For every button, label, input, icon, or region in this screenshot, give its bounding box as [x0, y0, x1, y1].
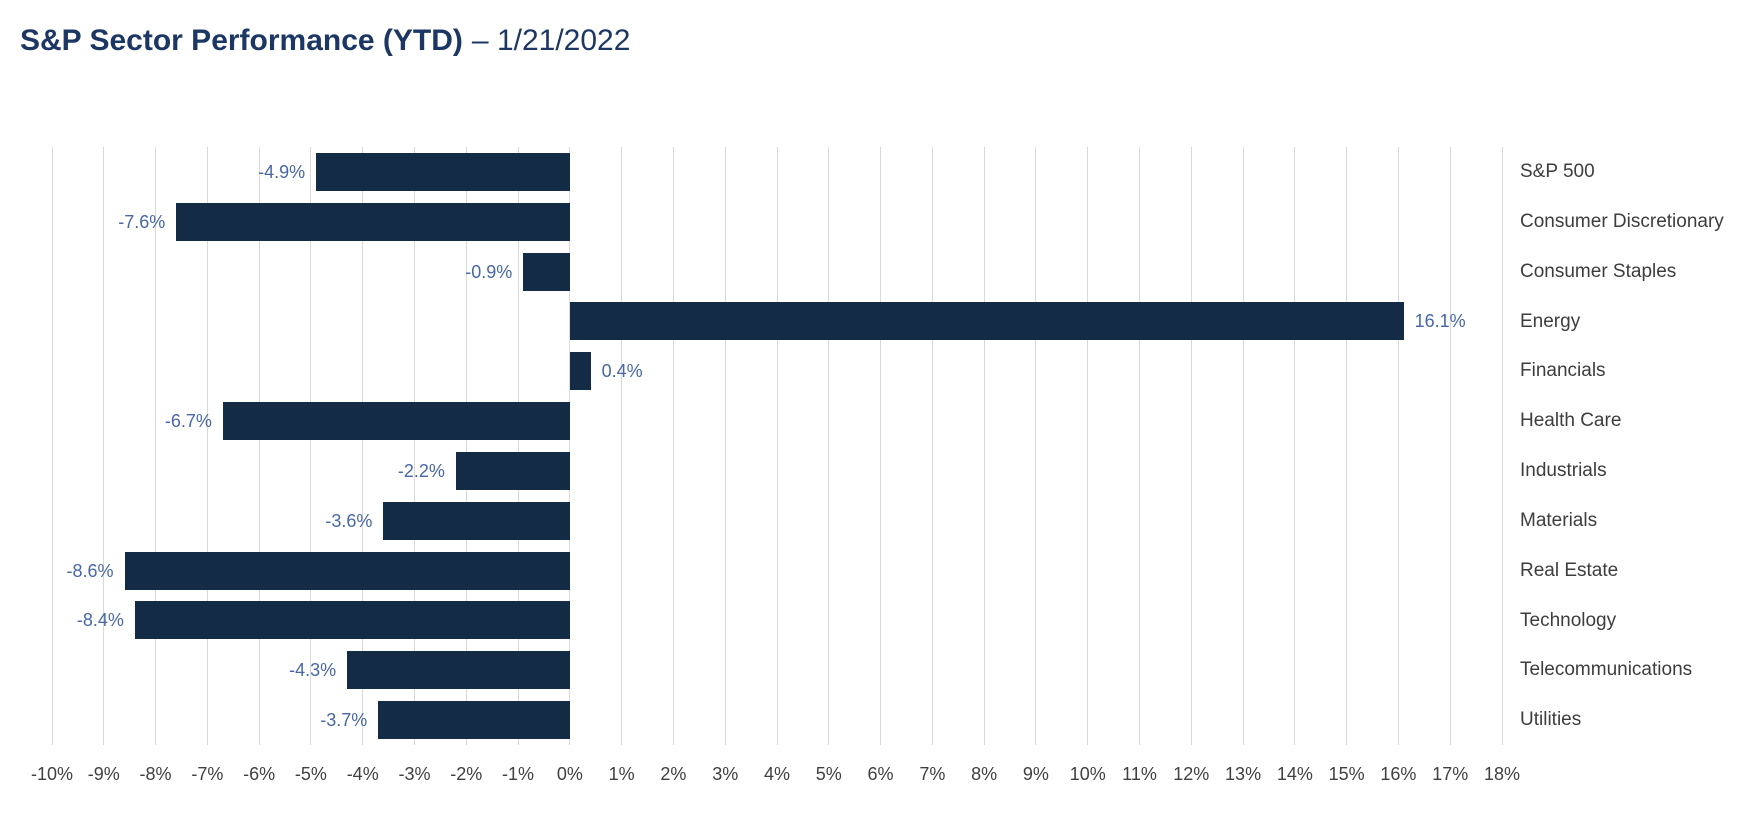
value-label-materials: -3.6%	[325, 510, 373, 531]
category-label-materials: Materials	[1520, 509, 1598, 531]
value-label-health-care: -6.7%	[164, 411, 212, 432]
x-axis-tick-label-5%: 5%	[815, 764, 842, 784]
category-label-health-care: Health Care	[1520, 410, 1622, 432]
gridline--1%	[517, 147, 519, 745]
x-axis-tick-label-0%: 0%	[556, 764, 583, 784]
gridline-7%	[931, 147, 933, 745]
gridline-2%	[672, 147, 674, 745]
value-label-consumer-discretionary: -7.6%	[118, 211, 166, 232]
category-label-real-estate: Real Estate	[1520, 559, 1619, 581]
value-label-financials: 0.4%	[601, 361, 643, 382]
gridline-14%	[1294, 147, 1296, 745]
category-label-energy: Energy	[1520, 310, 1581, 332]
gridline-5%	[828, 147, 830, 745]
x-axis-tick-label-13%: 13%	[1225, 764, 1262, 784]
gridline-18%	[1501, 147, 1503, 745]
x-axis-tick-label--7%: -7%	[191, 764, 224, 784]
gridline-11%	[1139, 147, 1140, 745]
page-title: S&P Sector Performance (YTD) – 1/21/2022	[20, 24, 630, 58]
gridline-0%	[569, 147, 571, 745]
gridline--6%	[258, 147, 260, 745]
x-axis-tick-label-10%: 10%	[1069, 764, 1106, 784]
value-label-real-estate: -8.6%	[66, 560, 114, 581]
value-label-s-p-500: -4.9%	[258, 161, 306, 182]
gridline-17%	[1449, 147, 1451, 745]
gridline--7%	[206, 147, 208, 745]
bar-energy	[569, 302, 1404, 341]
bar-industrials	[455, 451, 570, 490]
gridline-15%	[1346, 147, 1348, 745]
x-axis-tick-label-15%: 15%	[1328, 764, 1365, 784]
x-axis-tick-label-3%: 3%	[712, 764, 739, 784]
x-axis-tick-label--2%: -2%	[450, 764, 483, 784]
bar-materials	[383, 501, 570, 540]
x-axis-tick-label-8%: 8%	[971, 764, 998, 784]
x-axis-tick-label-18%: 18%	[1483, 764, 1521, 784]
x-axis-tick-label--10%: -10%	[30, 764, 74, 784]
gridline-12%	[1190, 147, 1192, 745]
x-axis-tick-label--6%: -6%	[243, 764, 276, 784]
gridline--10%	[51, 147, 53, 745]
gridline-10%	[1087, 147, 1089, 745]
value-label-industrials: -2.2%	[397, 460, 445, 481]
value-label-energy: 16.1%	[1414, 311, 1466, 332]
page-title-main: S&P Sector Performance (YTD)	[20, 24, 463, 57]
value-label-telecommunications: -4.3%	[289, 660, 337, 681]
gridline-9%	[1035, 147, 1037, 745]
bar-telecommunications	[347, 651, 570, 690]
bar-financials	[569, 352, 591, 391]
category-label-telecommunications: Telecommunications	[1520, 659, 1693, 681]
x-axis-tick-label-17%: 17%	[1432, 764, 1469, 784]
gridline--4%	[362, 147, 364, 745]
bar-s-p-500	[316, 152, 570, 191]
value-label-technology: -8.4%	[76, 610, 124, 631]
x-axis-tick-label-12%: 12%	[1173, 764, 1210, 784]
x-axis-tick-label-16%: 16%	[1380, 764, 1417, 784]
x-axis-tick-label-6%: 6%	[867, 764, 894, 784]
x-axis-tick-label-2%: 2%	[660, 764, 687, 784]
x-axis-tick-label--8%: -8%	[139, 764, 172, 784]
gridline--9%	[103, 147, 105, 745]
gridline--5%	[310, 147, 312, 745]
category-label-financials: Financials	[1520, 360, 1606, 382]
bar-consumer-staples	[523, 252, 570, 291]
gridline-16%	[1397, 147, 1399, 745]
x-axis-tick-label--1%: -1%	[502, 764, 535, 784]
x-axis-tick-label--5%: -5%	[294, 764, 327, 784]
x-axis-tick-label-4%: 4%	[763, 764, 790, 784]
x-axis-tick-label-7%: 7%	[919, 764, 946, 784]
x-axis-tick-label-9%: 9%	[1022, 764, 1049, 784]
category-label-industrials: Industrials	[1520, 460, 1607, 481]
bar-real-estate	[124, 551, 570, 590]
gridline-13%	[1242, 147, 1244, 745]
bar-utilities	[378, 701, 570, 740]
x-axis-tick-label-11%: 11%	[1122, 764, 1157, 784]
gridline-8%	[983, 147, 985, 745]
gridline--2%	[465, 147, 467, 745]
bar-technology	[134, 601, 570, 640]
bar-health-care	[222, 402, 570, 441]
x-axis-tick-label-14%: 14%	[1276, 764, 1313, 784]
value-label-utilities: -3.7%	[320, 710, 368, 731]
gridline-4%	[776, 147, 778, 745]
category-label-consumer-discretionary: Consumer Discretionary	[1520, 210, 1724, 232]
page-title-date: – 1/21/2022	[471, 24, 631, 57]
category-label-technology: Technology	[1520, 609, 1617, 631]
bar-consumer-discretionary	[176, 202, 570, 241]
value-label-consumer-staples: -0.9%	[465, 261, 513, 282]
category-label-s-p-500: S&P 500	[1520, 161, 1595, 182]
gridline--3%	[414, 147, 415, 745]
gridline-6%	[880, 147, 882, 745]
gridline-3%	[724, 147, 726, 745]
x-axis-tick-label--9%: -9%	[87, 764, 120, 784]
x-axis-tick-label--3%: -3%	[398, 764, 431, 784]
x-axis-tick-label--4%: -4%	[346, 764, 379, 784]
gridline--8%	[155, 147, 157, 745]
x-axis-tick-label-1%: 1%	[608, 764, 635, 784]
gridline-1%	[621, 147, 623, 745]
category-label-consumer-staples: Consumer Staples	[1520, 260, 1677, 282]
category-label-utilities: Utilities	[1520, 709, 1582, 731]
